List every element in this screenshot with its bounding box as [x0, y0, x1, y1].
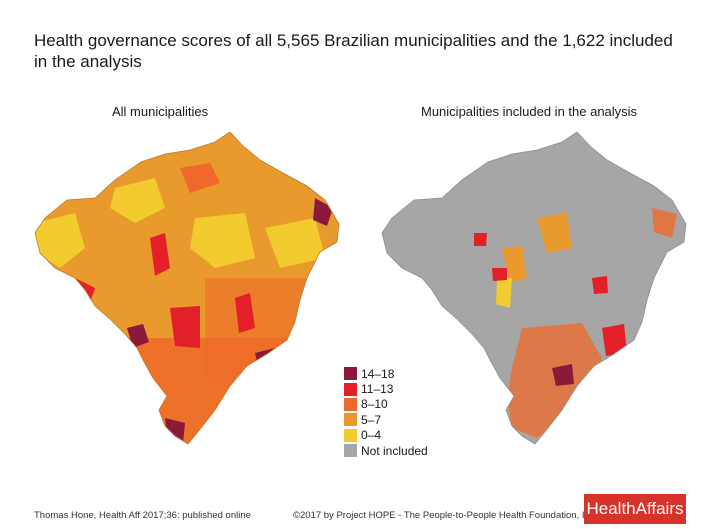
legend-swatch: [344, 397, 357, 411]
health-affairs-logo: HealthAffairs: [584, 494, 686, 524]
figure-title: Health governance scores of all 5,565 Br…: [34, 31, 673, 71]
map-all-municipalities: [34, 131, 340, 445]
legend-label: 8–10: [361, 397, 388, 412]
legend-item-8-10: 8–10: [344, 397, 428, 412]
legend: 14–18 11–13 8–10 5–7 0–4 Not included: [344, 366, 428, 458]
legend-item-0-4: 0–4: [344, 428, 428, 443]
map-included-municipalities: [381, 131, 687, 445]
copyright: ©2017 by Project HOPE - The People-to-Pe…: [293, 510, 598, 521]
legend-label: 11–13: [361, 382, 394, 397]
legend-swatch: [344, 382, 357, 396]
legend-label: 14–18: [361, 366, 395, 381]
citation: Thomas Hone, Health Aff 2017;36: publish…: [34, 510, 251, 521]
map-title-included: Municipalities included in the analysis: [421, 104, 638, 119]
map-title-all: All municipalities: [112, 104, 209, 119]
legend-swatch: [344, 413, 357, 427]
legend-swatch: [344, 428, 357, 442]
legend-label: 5–7: [361, 412, 382, 427]
legend-label: 0–4: [361, 428, 382, 443]
legend-item-14-18: 14–18: [344, 366, 428, 381]
legend-swatch: [344, 367, 357, 381]
legend-item-11-13: 11–13: [344, 381, 428, 396]
legend-swatch: [344, 444, 357, 458]
legend-label: Not included: [361, 443, 428, 458]
legend-item-not-included: Not included: [344, 443, 428, 458]
legend-item-5-7: 5–7: [344, 412, 428, 427]
choropleth-all: [35, 132, 339, 444]
